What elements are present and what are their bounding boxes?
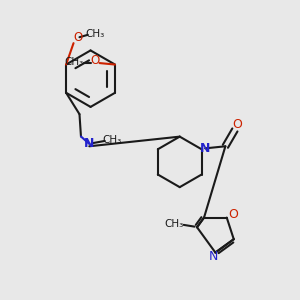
Text: O: O bbox=[232, 118, 242, 131]
Text: O: O bbox=[90, 54, 99, 67]
Text: CH₃: CH₃ bbox=[164, 219, 184, 229]
Text: CH₃: CH₃ bbox=[85, 29, 105, 39]
Text: N: N bbox=[200, 142, 210, 155]
Text: O: O bbox=[228, 208, 238, 220]
Text: CH₃: CH₃ bbox=[64, 58, 84, 68]
Text: N: N bbox=[84, 137, 94, 150]
Text: O: O bbox=[74, 31, 82, 44]
Text: N: N bbox=[208, 250, 218, 263]
Text: CH₃: CH₃ bbox=[103, 135, 122, 145]
